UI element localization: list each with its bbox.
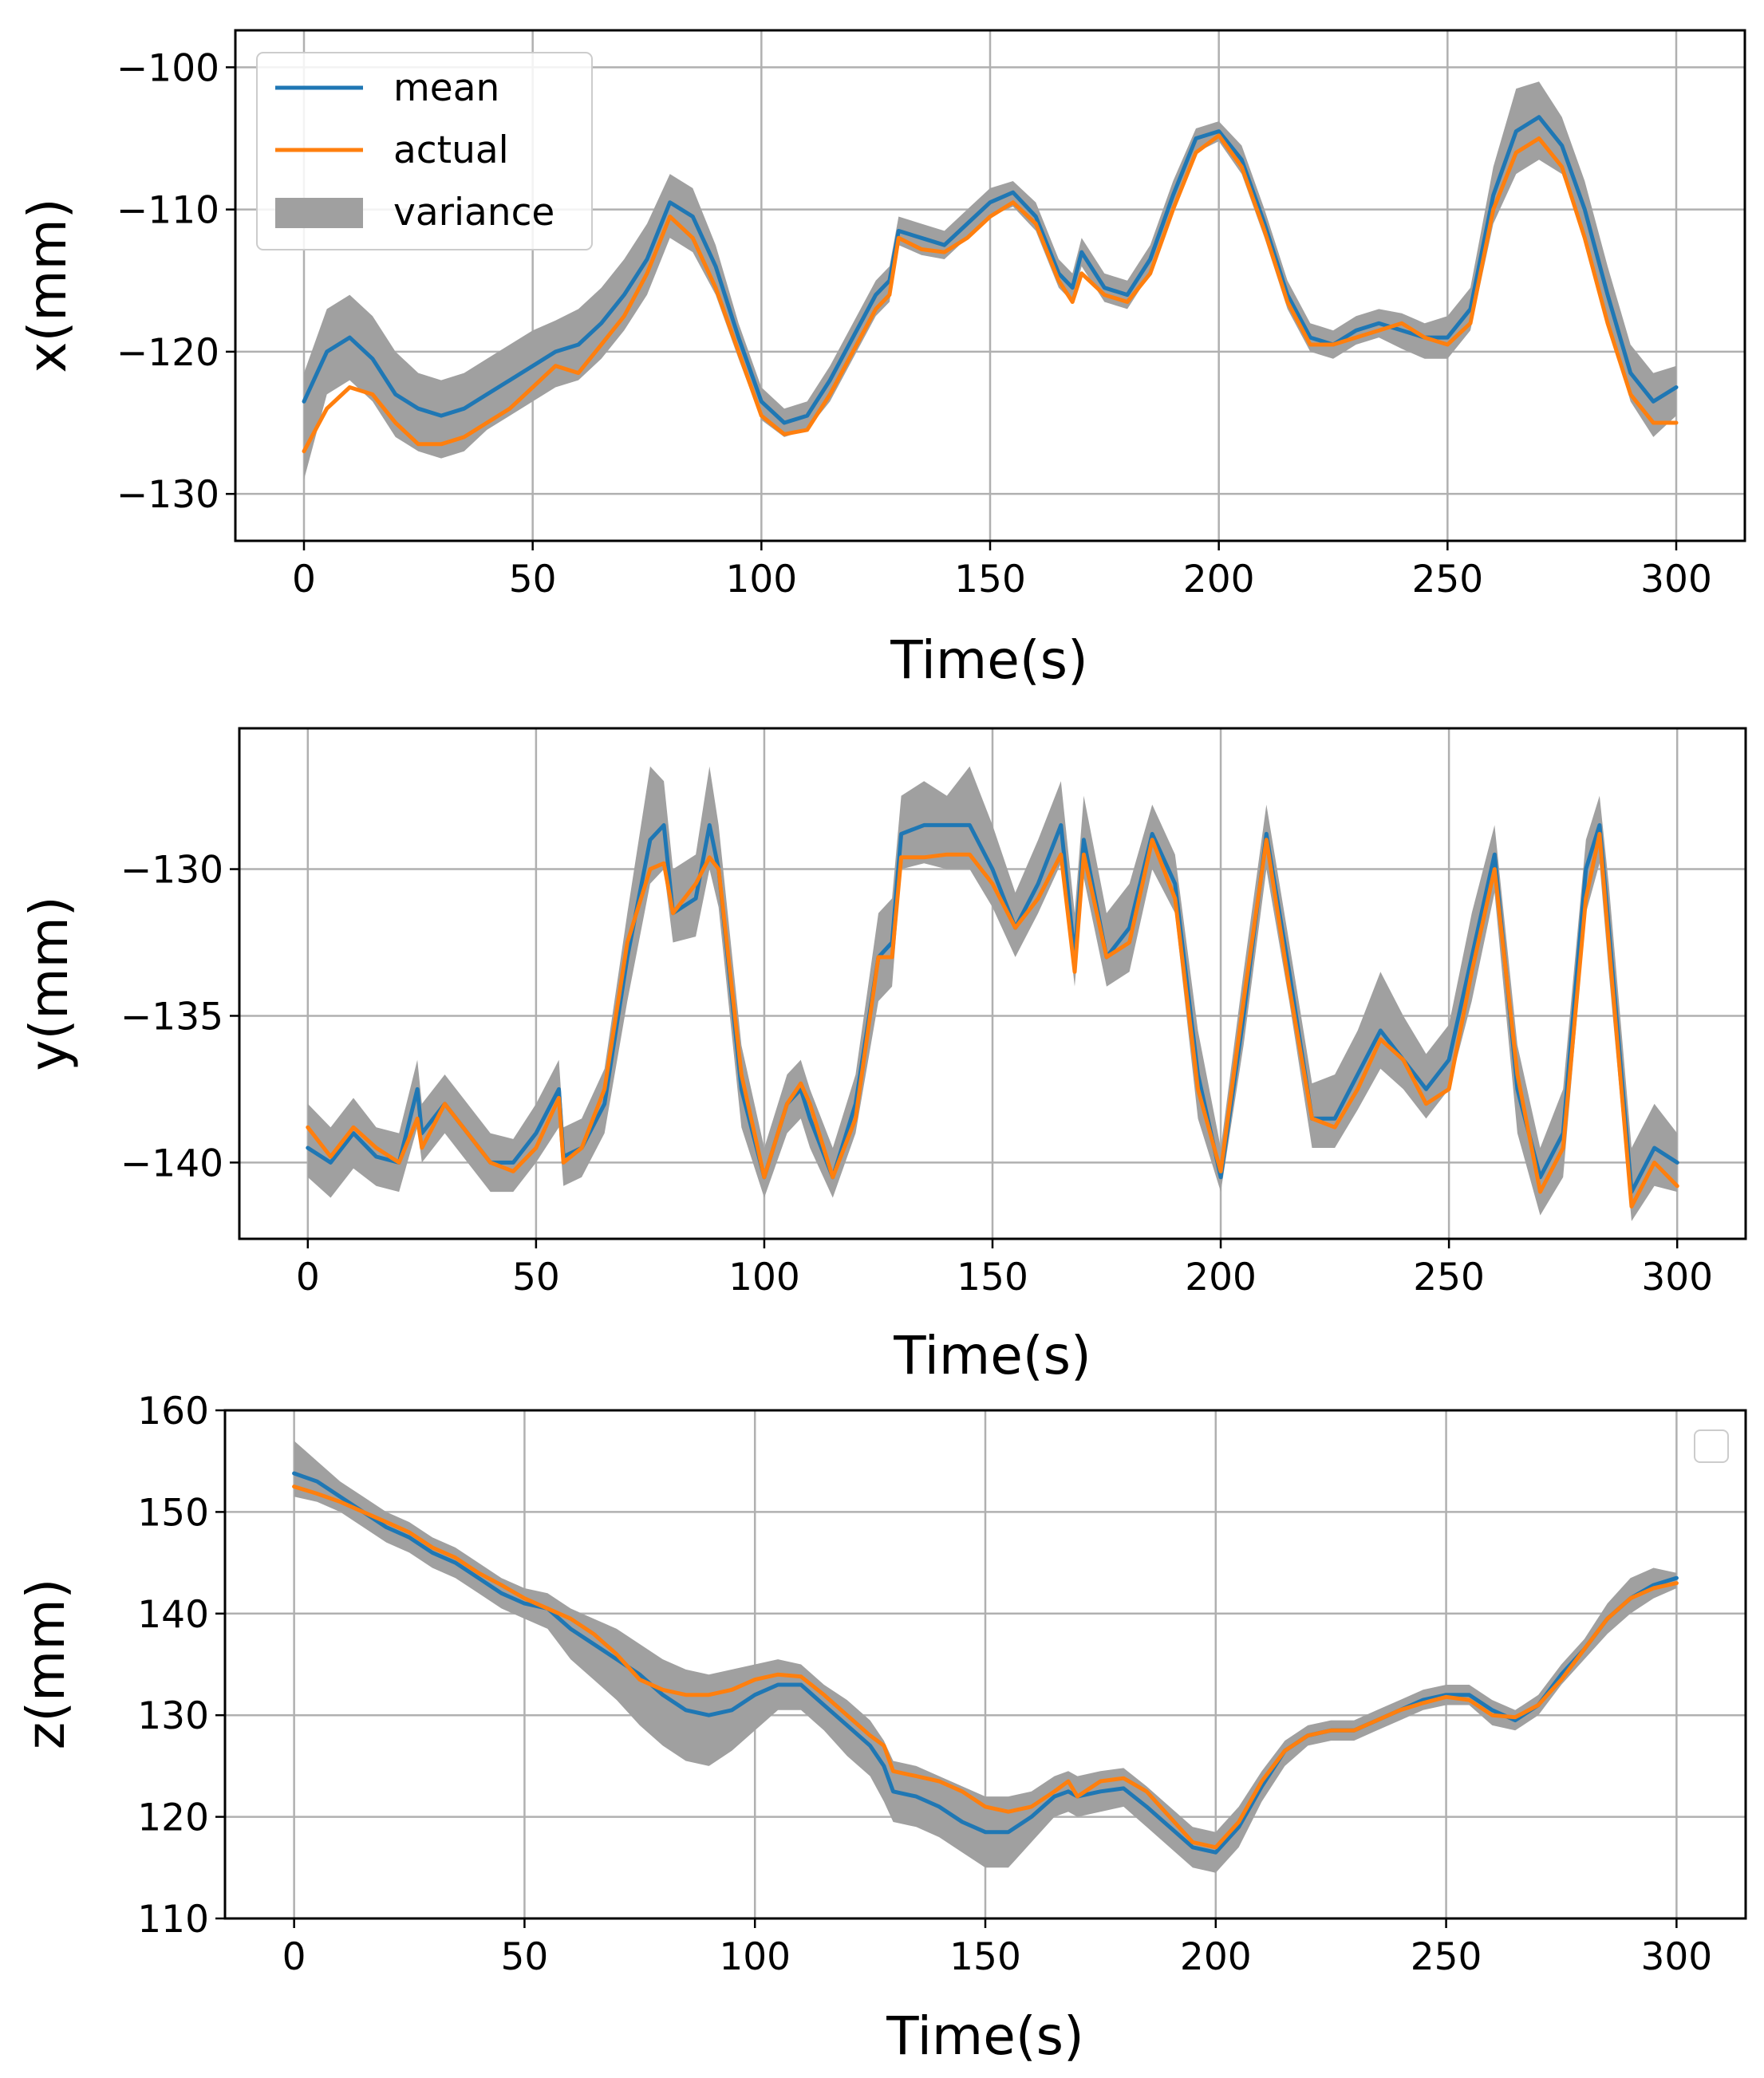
x-tick-label: 150 — [957, 1256, 1028, 1299]
x-tick-label: 50 — [509, 558, 557, 601]
legend-swatch-variance — [275, 198, 363, 228]
y-axis-label: z(mm) — [15, 1579, 77, 1750]
x-tick-label: 200 — [1183, 558, 1255, 601]
x-tick-label: 300 — [1641, 1935, 1713, 1979]
legend-label-actual: actual — [393, 128, 509, 172]
x-tick-label: 50 — [512, 1256, 560, 1299]
panel-y: 0 50 100 150 200 250 300 −140 −135 −130 Time(s) y… — [18, 727, 1747, 1386]
y-tick-label: −100 — [116, 46, 219, 90]
y-tick-label: 120 — [137, 1796, 209, 1840]
y-tick-label: 140 — [137, 1593, 209, 1637]
variance-band-x — [304, 81, 1676, 480]
x-tick-label: 300 — [1640, 558, 1712, 601]
y-axis-label: x(mm) — [17, 198, 78, 373]
x-tick-label: 150 — [954, 558, 1026, 601]
x-axis-label: Time(s) — [886, 2005, 1083, 2067]
variance-band-z — [294, 1441, 1677, 1873]
x-tick-label: 200 — [1185, 1256, 1257, 1299]
y-tick-label: −130 — [120, 849, 223, 893]
y-tick-label: 130 — [137, 1694, 209, 1738]
y-tick-label: −135 — [120, 995, 223, 1039]
panel-x: 0 50 100 150 200 250 300 −130 −120 −110 −100 Time(… — [17, 29, 1746, 691]
y-tick-label: 110 — [137, 1898, 209, 1942]
ticks-x: 0 50 100 150 200 250 300 −130 −120 −110 −100 — [116, 46, 1712, 601]
y-tick-label: 160 — [137, 1390, 209, 1433]
empty-legend-box — [1694, 1429, 1729, 1463]
x-tick-label: 0 — [296, 1256, 320, 1299]
x-tick-label: 250 — [1413, 1256, 1485, 1299]
x-tick-label: 250 — [1411, 558, 1483, 601]
ticks-z: 0 50 100 150 200 250 300 110 120 130 140 150 160 — [137, 1390, 1712, 1979]
x-tick-label: 100 — [728, 1256, 800, 1299]
x-tick-label: 0 — [292, 558, 316, 601]
x-tick-label: 100 — [719, 1935, 791, 1979]
y-tick-label: −110 — [116, 189, 219, 233]
mean-line-y — [306, 822, 1679, 1194]
data-z — [292, 1441, 1679, 1873]
variance-band-y — [307, 766, 1678, 1221]
x-tick-label: 150 — [949, 1935, 1021, 1979]
mean-line-z — [292, 1471, 1679, 1855]
legend: mean actual variance — [256, 52, 593, 250]
y-axis-label: y(mm) — [18, 896, 80, 1071]
ticks-y: 0 50 100 150 200 250 300 −140 −135 −130 — [120, 849, 1713, 1299]
x-tick-label: 100 — [725, 558, 797, 601]
actual-line-z — [292, 1485, 1679, 1850]
y-tick-label: 150 — [137, 1491, 209, 1535]
y-tick-label: −120 — [116, 331, 219, 375]
y-tick-label: −130 — [116, 473, 219, 517]
x-tick-label: 300 — [1641, 1256, 1713, 1299]
x-tick-label: 250 — [1411, 1935, 1482, 1979]
panel-z: 0 50 100 150 200 250 300 110 120 130 140 150 160 Tim… — [15, 1390, 1747, 2067]
y-tick-label: −140 — [120, 1142, 223, 1185]
x-axis-label: Time(s) — [890, 629, 1087, 691]
data-y — [306, 766, 1679, 1221]
legend-label-mean: mean — [393, 66, 499, 110]
x-axis-label: Time(s) — [893, 1325, 1091, 1386]
mean-line-x — [302, 115, 1679, 425]
x-tick-label: 200 — [1180, 1935, 1252, 1979]
x-tick-label: 0 — [282, 1935, 306, 1979]
data-x — [302, 81, 1679, 480]
actual-line-y — [306, 831, 1679, 1209]
legend-label-variance: variance — [393, 191, 554, 235]
actual-line-x — [302, 133, 1679, 454]
x-tick-label: 50 — [501, 1935, 549, 1979]
